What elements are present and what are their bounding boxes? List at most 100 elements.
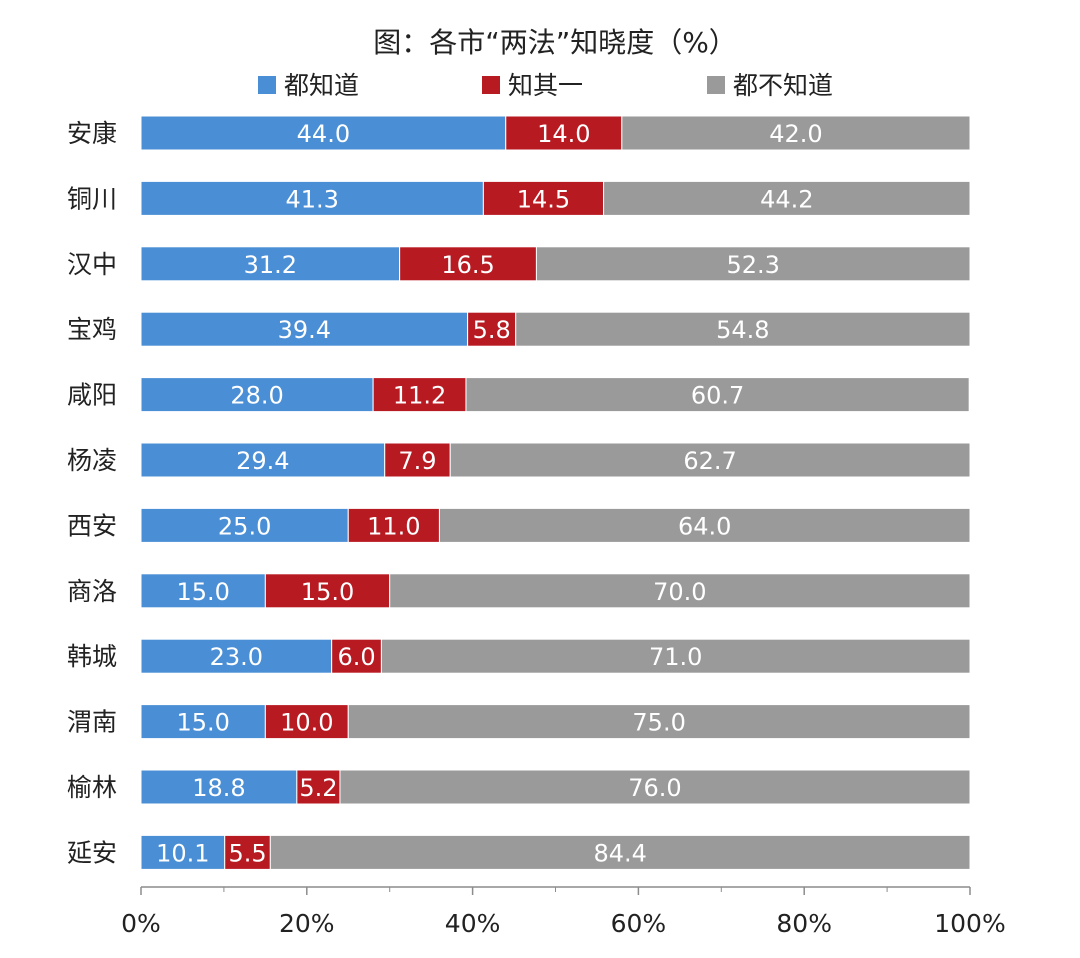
bar-segment-series-3 bbox=[380, 638, 971, 674]
legend-label-3: 都不知道 bbox=[733, 71, 833, 100]
bar-segment-series-2 bbox=[399, 246, 537, 282]
bar-segment-series-3 bbox=[515, 311, 971, 347]
data-label: 11.0 bbox=[367, 512, 420, 540]
data-label: 14.5 bbox=[517, 185, 570, 213]
bar-segment-series-1 bbox=[140, 638, 333, 674]
data-label: 5.5 bbox=[228, 839, 266, 867]
category-label: 渭南 bbox=[67, 708, 117, 737]
data-label: 6.0 bbox=[337, 643, 375, 671]
data-label: 52.3 bbox=[726, 251, 779, 279]
data-label: 71.0 bbox=[649, 643, 702, 671]
data-label: 31.2 bbox=[244, 251, 297, 279]
legend: 都知道 知其一 都不知道 bbox=[258, 71, 833, 100]
category-label: 汉中 bbox=[67, 250, 117, 279]
x-tick-label: 80% bbox=[776, 909, 832, 938]
bar-segment-series-2 bbox=[347, 507, 440, 543]
bar-segment-series-3 bbox=[465, 377, 970, 413]
bar-segment-series-1 bbox=[140, 180, 484, 216]
data-label: 15.0 bbox=[301, 578, 354, 606]
category-label: 西安 bbox=[67, 511, 117, 540]
data-label: 44.2 bbox=[760, 185, 813, 213]
x-tick-label: 40% bbox=[445, 909, 501, 938]
bar-segment-series-1 bbox=[140, 769, 298, 805]
category-label: 商洛 bbox=[67, 577, 117, 606]
bar-segment-series-2 bbox=[372, 377, 467, 413]
category-label: 咸阳 bbox=[67, 381, 117, 410]
bar-segment-series-1 bbox=[140, 377, 374, 413]
data-label: 5.2 bbox=[299, 774, 337, 802]
data-label: 15.0 bbox=[176, 578, 229, 606]
bar-segment-series-3 bbox=[269, 834, 971, 870]
data-label: 15.0 bbox=[176, 709, 229, 737]
category-label: 铜川 bbox=[67, 184, 117, 213]
data-label: 64.0 bbox=[678, 512, 731, 540]
x-tick-label: 20% bbox=[279, 909, 335, 938]
chart-title: 图：各市“两法”知晓度（%） bbox=[373, 26, 737, 59]
category-label: 韩城 bbox=[67, 642, 117, 671]
bar-segment-series-1 bbox=[140, 442, 386, 478]
bar-segment-series-3 bbox=[603, 180, 971, 216]
bar-segment-series-3 bbox=[347, 704, 971, 740]
data-label: 41.3 bbox=[285, 185, 338, 213]
bar-segment-series-2 bbox=[505, 115, 623, 151]
data-label: 5.8 bbox=[473, 316, 511, 344]
data-label: 84.4 bbox=[593, 839, 646, 867]
data-label: 14.0 bbox=[537, 120, 590, 148]
bar-segment-series-1 bbox=[140, 246, 401, 282]
bar-segment-series-1 bbox=[140, 507, 349, 543]
data-label: 60.7 bbox=[691, 382, 744, 410]
legend-label-2: 知其一 bbox=[508, 71, 583, 100]
bars-group: 44.0 14.0 42.0 41.3 14.5 44.2 31.2 16.5 52.3 39.4… bbox=[140, 115, 971, 870]
x-axis: 0% 20% 40% 60% 80% 100% bbox=[121, 886, 1006, 938]
category-label: 榆林 bbox=[67, 773, 117, 802]
bar-segment-series-3 bbox=[438, 507, 971, 543]
data-label: 25.0 bbox=[218, 512, 271, 540]
data-label: 75.0 bbox=[632, 709, 685, 737]
data-label: 28.0 bbox=[230, 382, 283, 410]
category-label: 安康 bbox=[67, 119, 117, 148]
legend-label-1: 都知道 bbox=[284, 71, 359, 100]
bar-segment-series-2 bbox=[224, 834, 271, 870]
data-label: 23.0 bbox=[210, 643, 263, 671]
data-label: 42.0 bbox=[769, 120, 822, 148]
data-label: 29.4 bbox=[236, 447, 289, 475]
data-label: 7.9 bbox=[398, 447, 436, 475]
bar-segment-series-3 bbox=[621, 115, 971, 151]
x-tick-label: 60% bbox=[611, 909, 667, 938]
data-label: 11.2 bbox=[393, 382, 446, 410]
bar-segment-series-1 bbox=[140, 704, 266, 740]
bar-segment-series-2 bbox=[384, 442, 451, 478]
data-label: 16.5 bbox=[441, 251, 494, 279]
bar-segment-series-1 bbox=[140, 311, 469, 347]
bar-segment-series-1 bbox=[140, 834, 226, 870]
data-label: 10.1 bbox=[156, 839, 209, 867]
bar-segment-series-3 bbox=[339, 769, 971, 805]
legend-swatch-2 bbox=[482, 76, 500, 94]
data-label: 18.8 bbox=[192, 774, 245, 802]
bar-segment-series-3 bbox=[449, 442, 971, 478]
legend-swatch-1 bbox=[258, 76, 276, 94]
category-label: 延安 bbox=[67, 838, 117, 867]
data-label: 62.7 bbox=[683, 447, 736, 475]
bar-segment-series-2 bbox=[482, 180, 605, 216]
bar-segment-series-3 bbox=[389, 573, 971, 609]
category-label: 宝鸡 bbox=[67, 315, 117, 344]
data-label: 39.4 bbox=[278, 316, 331, 344]
data-label: 76.0 bbox=[628, 774, 681, 802]
bar-segment-series-2 bbox=[264, 573, 391, 609]
data-label: 10.0 bbox=[280, 709, 333, 737]
category-label: 杨凌 bbox=[67, 446, 117, 475]
data-label: 54.8 bbox=[716, 316, 769, 344]
data-label: 44.0 bbox=[297, 120, 350, 148]
bar-segment-series-1 bbox=[140, 573, 266, 609]
bar-segment-series-1 bbox=[140, 115, 507, 151]
data-label: 70.0 bbox=[653, 578, 706, 606]
legend-swatch-3 bbox=[707, 76, 725, 94]
x-tick-label: 0% bbox=[121, 909, 161, 938]
bar-segment-series-3 bbox=[535, 246, 971, 282]
x-tick-label: 100% bbox=[934, 909, 1005, 938]
bar-segment-series-2 bbox=[264, 704, 349, 740]
